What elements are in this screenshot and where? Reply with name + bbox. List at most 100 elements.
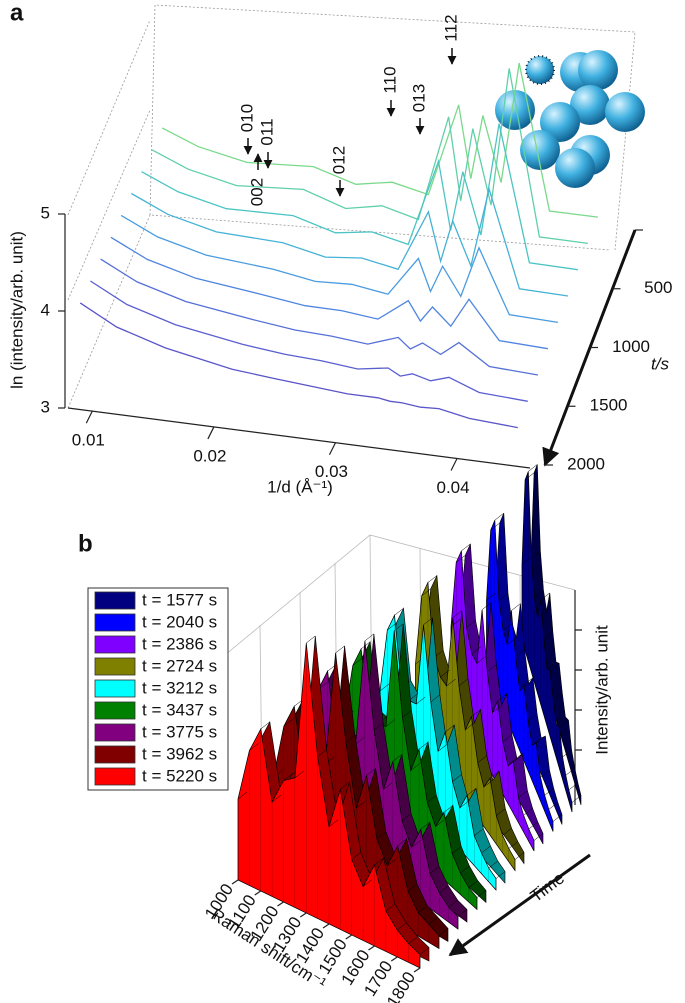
ribbon-hatch xyxy=(502,734,513,743)
ribbon-hatch xyxy=(362,879,373,887)
ribbon-hatch xyxy=(508,841,518,849)
ribbon-hatch xyxy=(492,705,502,713)
ribbon-hatch xyxy=(459,800,469,809)
ribbon-hatch xyxy=(519,683,529,691)
legend-swatch xyxy=(94,723,136,742)
ribbon-hatch xyxy=(528,464,538,472)
ribbon-hatch xyxy=(518,790,528,798)
ribbon-hatch xyxy=(438,928,449,936)
ribbon-hatch xyxy=(387,622,397,631)
ribbon-hatch xyxy=(477,755,487,764)
peak-label: 110 xyxy=(380,66,399,93)
peak-label: 002 xyxy=(247,178,266,206)
ribbon-hatch xyxy=(452,846,462,854)
peak-label: 010 xyxy=(237,104,256,132)
ribbon-hatch xyxy=(476,890,487,898)
spectrum-line xyxy=(141,123,578,271)
ribbon-hatch xyxy=(483,779,494,788)
ribbon-hatch xyxy=(515,649,525,657)
legend-label: t = 5220 s xyxy=(142,766,217,785)
peak-label: 112 xyxy=(441,14,460,41)
legend-label: t = 3437 s xyxy=(142,700,217,719)
ribbon-side xyxy=(495,513,563,825)
ribbon-hatch xyxy=(428,916,438,925)
t-tick-label: 500 xyxy=(644,278,672,297)
ribbon-hatch xyxy=(366,768,376,776)
legend-swatch xyxy=(94,613,136,632)
x-tick xyxy=(368,945,375,951)
legend-swatch xyxy=(94,745,136,764)
ribbon-hatch xyxy=(556,716,566,725)
legend-swatch xyxy=(94,657,136,676)
y-tick-label: 3 xyxy=(41,397,50,416)
t-tick-label: 2000 xyxy=(567,454,605,473)
y-axis-label: Intensity/arb. unit xyxy=(592,625,611,755)
ribbon-hatch xyxy=(364,633,375,642)
ribbon-hatch xyxy=(565,768,575,776)
legend-label: t = 2386 s xyxy=(142,634,217,653)
ribbon-hatch xyxy=(418,742,429,750)
ribbon-hatch xyxy=(411,840,421,848)
ribbon-hatch xyxy=(528,821,538,830)
ribbon-hatch xyxy=(335,645,345,654)
ribbon-hatch xyxy=(392,754,402,762)
ribbon-hatch xyxy=(328,819,339,827)
ribbon-hatch xyxy=(452,610,462,618)
ribbon-hatch xyxy=(423,617,433,625)
box-frame xyxy=(67,4,636,409)
x-tick-label: 0.02 xyxy=(193,446,226,465)
ribbon-hatch xyxy=(490,522,500,531)
ribbon-hatch xyxy=(294,770,305,779)
ribbon-hatch xyxy=(568,782,579,791)
ribbon-hatch xyxy=(385,903,396,912)
ribbon-hatch xyxy=(340,781,350,790)
ribbon-hatch xyxy=(466,620,476,628)
spectrum-line xyxy=(131,186,568,297)
ribbon-hatch xyxy=(523,808,533,816)
ribbon-hatch xyxy=(394,623,404,632)
ribbon-hatch xyxy=(283,773,293,781)
t-tick-label: 1000 xyxy=(612,337,650,356)
ribbon-hatch xyxy=(439,885,449,894)
ribbon xyxy=(521,471,573,813)
ribbon-hatch xyxy=(260,721,270,730)
ribbon-hatch xyxy=(488,860,498,869)
ribbon-hatch xyxy=(486,592,496,601)
ribbon-hatch xyxy=(402,710,412,718)
ribbon-hatch xyxy=(476,655,487,664)
peak-label: 012 xyxy=(329,146,348,174)
ribbon-hatch xyxy=(559,720,569,728)
ribbon-hatch xyxy=(421,588,431,596)
ribbon-hatch xyxy=(443,805,454,813)
ribbon-hatch xyxy=(496,808,506,816)
ribbon-hatch xyxy=(446,678,456,687)
ribbon-hatch xyxy=(457,909,468,917)
spectrum-line xyxy=(120,214,559,324)
ribbon-hatch xyxy=(419,947,430,955)
ribbon-hatch xyxy=(394,608,404,616)
ribbon-hatch xyxy=(445,724,455,733)
ribbon-hatch xyxy=(374,722,384,731)
ribbon-hatch xyxy=(379,683,390,692)
ribbon-hatch xyxy=(466,788,477,796)
ribbon-hatch xyxy=(494,512,504,521)
ribbon-hatch xyxy=(524,472,535,480)
legend-label: t = 3962 s xyxy=(142,744,217,763)
ribbon-hatch xyxy=(420,822,430,830)
ribbon-hatch xyxy=(544,788,554,796)
ribbon-hatch xyxy=(543,632,554,640)
ribbon-hatch xyxy=(383,782,393,790)
ribbon-hatch xyxy=(531,551,541,559)
x-tick xyxy=(450,458,458,471)
ribbon-hatch xyxy=(548,802,558,810)
ribbon-hatch xyxy=(465,722,475,731)
x-tick xyxy=(207,426,215,440)
t-tick-label: 1500 xyxy=(590,396,628,415)
panel-b: b t = 1577 s t = 2040 s t = 2386 s t = 2724… xyxy=(78,464,611,1003)
y-tick-label: 5 xyxy=(41,203,50,222)
inset-illustration xyxy=(495,50,645,188)
ribbon-hatch xyxy=(562,749,572,758)
x-tick-label: 0.01 xyxy=(72,431,105,450)
ribbon-hatch xyxy=(452,774,462,782)
ribbon-hatch xyxy=(416,696,426,705)
